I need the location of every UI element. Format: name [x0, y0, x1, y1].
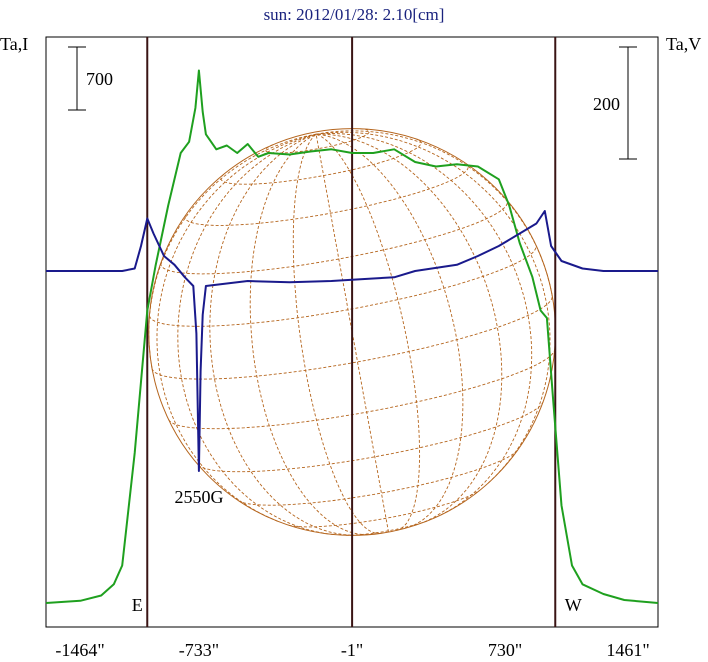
longitude-line	[177, 133, 334, 535]
intensity-series-line	[45, 69, 659, 604]
longitude-line	[292, 133, 381, 534]
x-tick-label: 730"	[488, 640, 522, 660]
series-lines	[45, 69, 659, 604]
latitude-line	[265, 128, 370, 154]
latitude-line	[220, 138, 422, 185]
longitude-line	[315, 133, 421, 531]
latitude-line	[198, 402, 544, 473]
chart-title: sun: 2012/01/28: 2.10[cm]	[264, 5, 445, 24]
longitude-line	[316, 133, 503, 523]
annotations: 2550G	[174, 487, 223, 507]
longitude-line	[148, 133, 317, 369]
latitude-line	[238, 449, 519, 506]
marker-label: W	[565, 595, 582, 615]
longitude-line	[315, 134, 389, 533]
x-tick-label: -1"	[341, 640, 363, 660]
longitude-line	[209, 133, 352, 536]
latitude-line	[184, 164, 469, 226]
longitude-line	[316, 133, 464, 528]
x-tick-label: -733"	[179, 640, 219, 660]
longitude-line	[316, 133, 533, 516]
longitude-line	[156, 133, 317, 522]
left-scale-bar-label: 700	[86, 69, 113, 89]
longitude-line	[249, 133, 368, 536]
right-axis-label: Ta,V	[666, 34, 701, 54]
latitude-line	[168, 349, 556, 430]
polarization-series-line	[46, 210, 658, 472]
scale-bars: 700 200	[68, 46, 637, 160]
right-scale-bar-label: 200	[593, 94, 620, 114]
latitude-line	[288, 490, 480, 528]
latitude-line	[160, 200, 508, 275]
latitude-line	[345, 519, 430, 536]
latitude-line	[151, 295, 553, 380]
left-axis-label: Ta,I	[0, 34, 28, 54]
x-tick-label: -1464"	[55, 640, 104, 660]
x-tick-label: 1461"	[606, 640, 649, 660]
sunspot-annotation: 2550G	[174, 487, 223, 507]
x-tick-labels: -1464" -733" -1" 730" 1461"	[55, 640, 649, 660]
marker-label: E	[132, 595, 143, 615]
latitude-line	[149, 245, 537, 327]
longitude-line	[316, 131, 551, 484]
